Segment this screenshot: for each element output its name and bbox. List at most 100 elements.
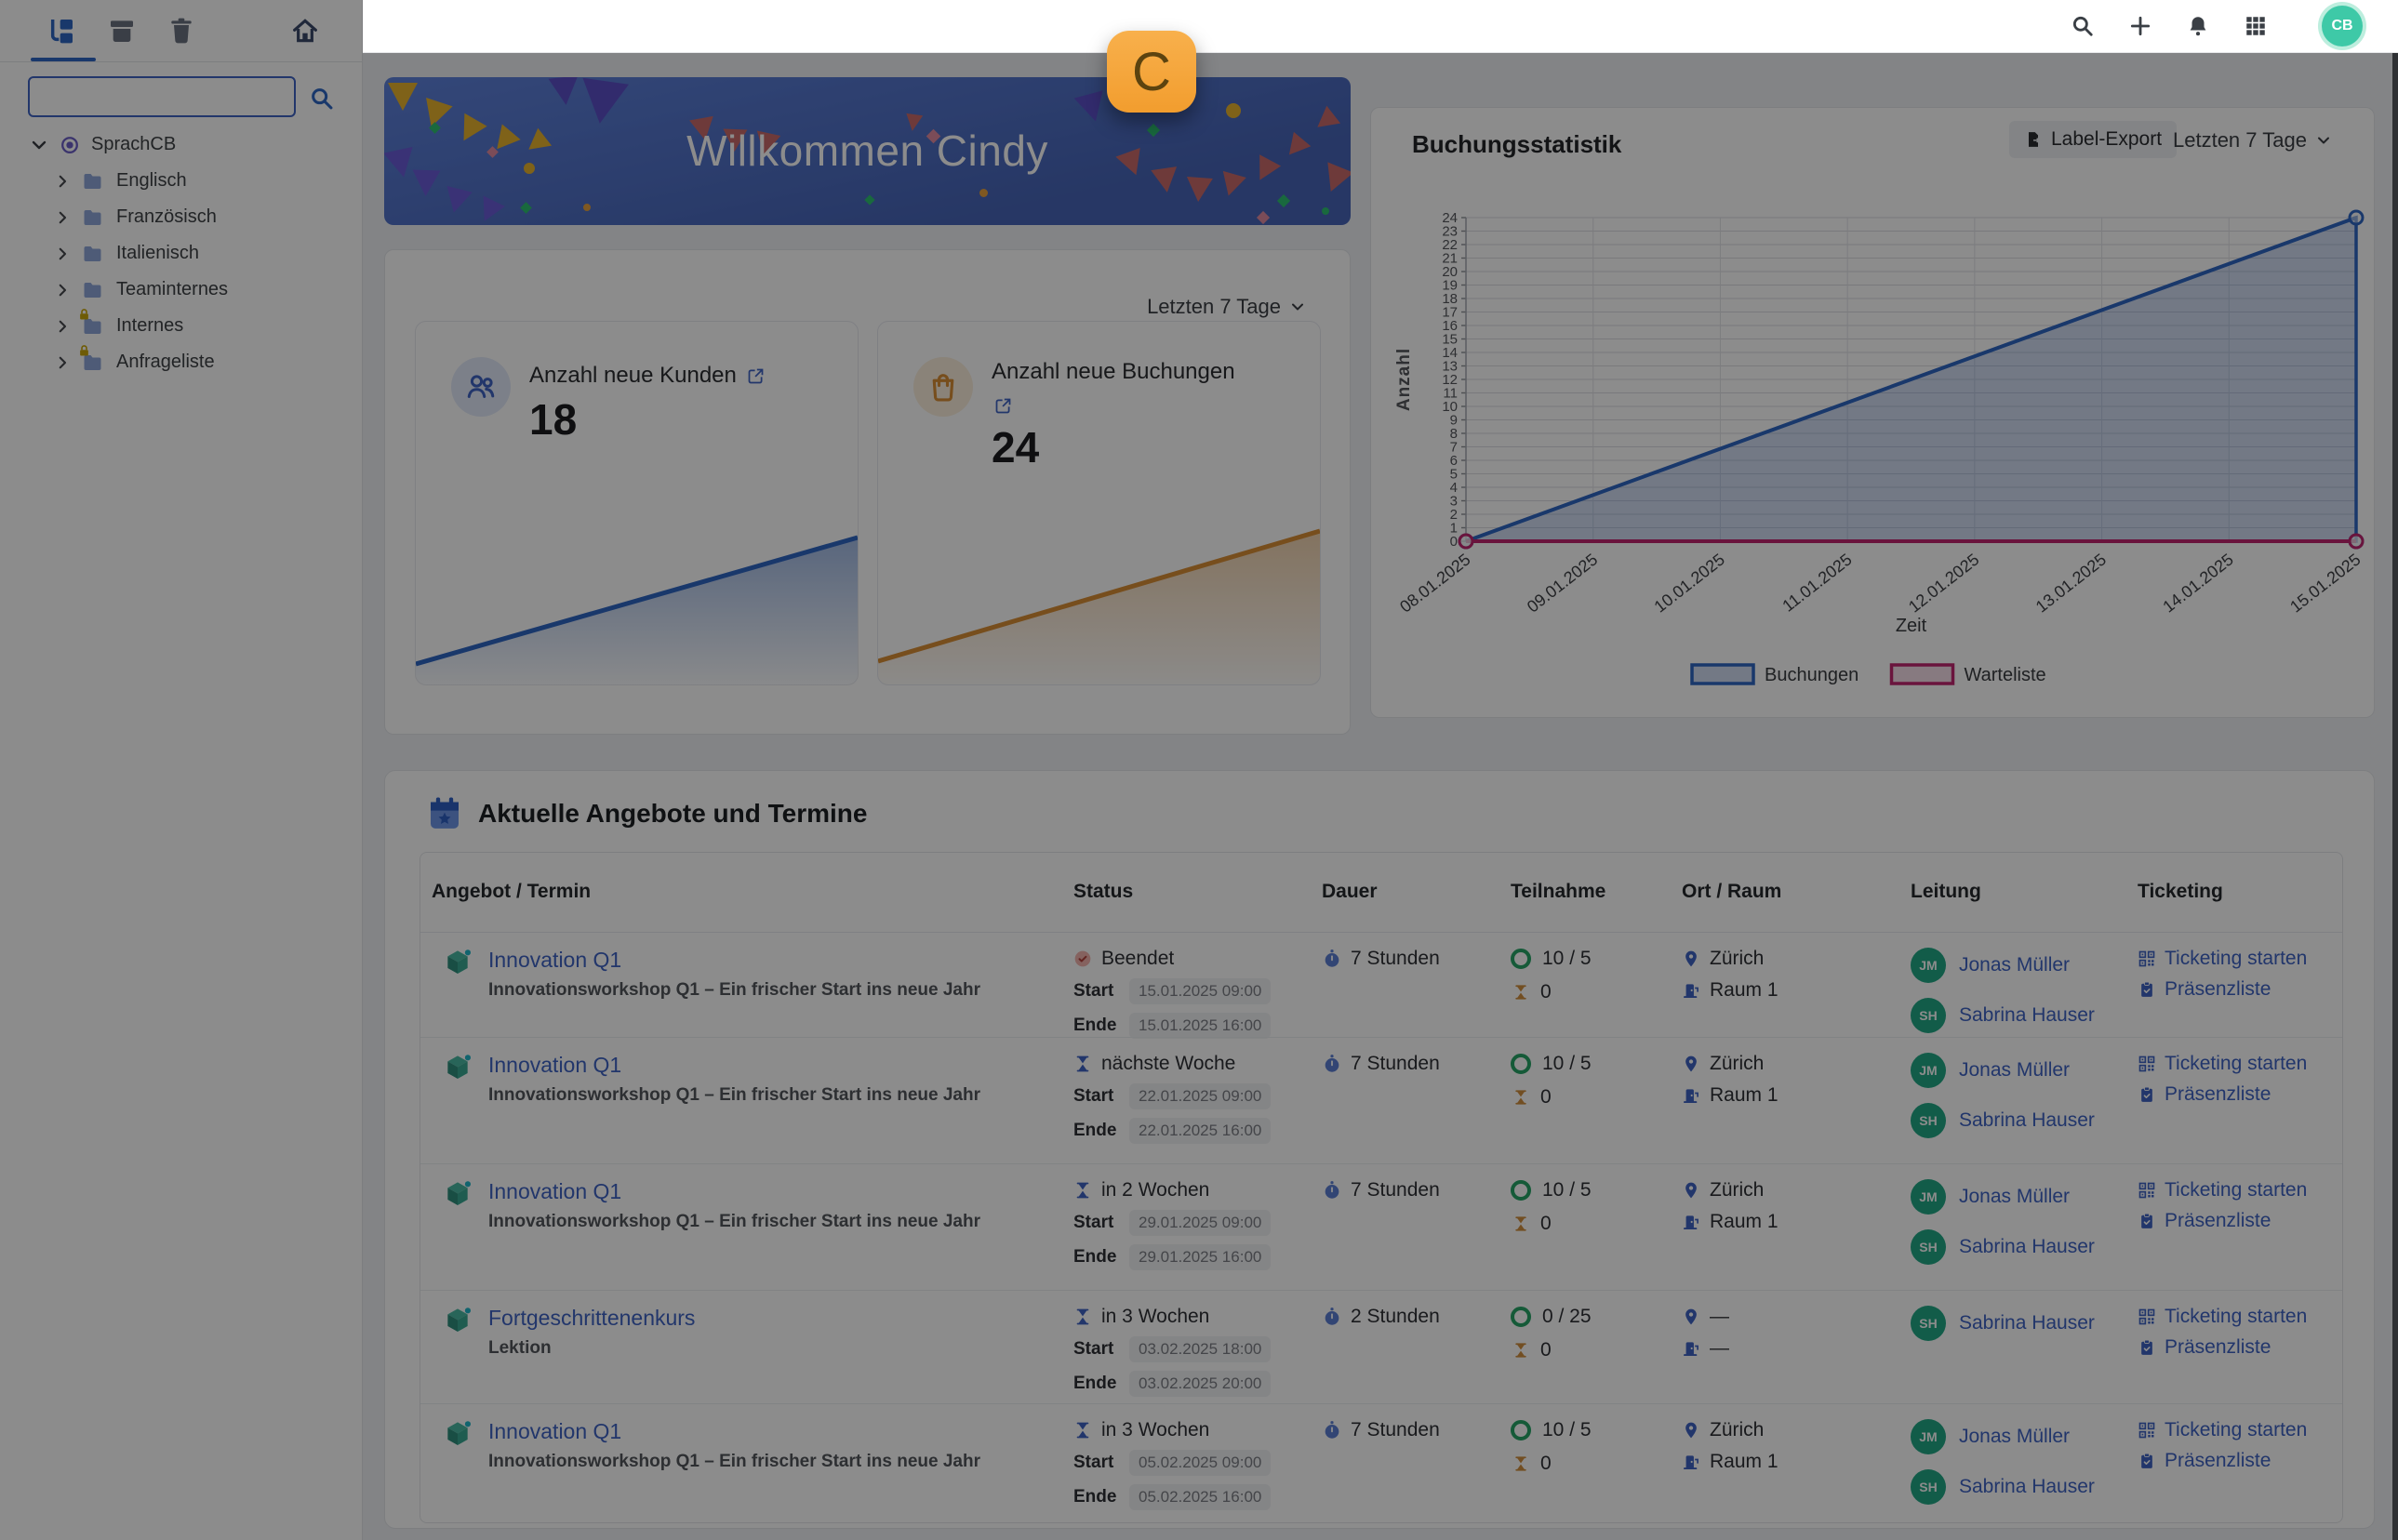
qr-ticket-icon (2138, 949, 2156, 968)
end-datetime: 15.01.2025 16:00 (1129, 1013, 1272, 1039)
trash-icon[interactable] (167, 16, 196, 46)
leader-name-link[interactable]: Sabrina Hauser (1959, 1004, 2095, 1026)
svg-text:7: 7 (1450, 440, 1458, 456)
svg-text:Buchungen: Buchungen (1765, 665, 1858, 685)
offer-title-link[interactable]: Innovation Q1 (488, 948, 622, 972)
tree-root-sprachcb[interactable]: SprachCB (0, 126, 363, 163)
attendance-list-link[interactable]: Präsenzliste (2138, 1450, 2307, 1472)
svg-text:13.01.2025: 13.01.2025 (2032, 550, 2110, 616)
open-link-icon[interactable] (993, 396, 1013, 416)
scrollbar[interactable] (2392, 53, 2398, 1540)
qr-ticket-icon (2138, 1421, 2156, 1440)
search-icon[interactable] (2071, 14, 2095, 38)
attendance-list-link[interactable]: Präsenzliste (2138, 978, 2307, 1001)
participants-ring-icon (1511, 1420, 1531, 1440)
leader-name-link[interactable]: Sabrina Hauser (1959, 1476, 2095, 1497)
sidebar-search-input[interactable] (28, 76, 296, 117)
offer-title-link[interactable]: Fortgeschrittenenkurs (488, 1306, 696, 1330)
tree-root-label[interactable]: SprachCB (91, 134, 177, 154)
tree-item-label[interactable]: Internes (116, 315, 184, 336)
offer-title-link[interactable]: Innovation Q1 (488, 1419, 622, 1443)
leader-name-link[interactable]: Sabrina Hauser (1959, 1109, 2095, 1131)
active-tab-indicator (31, 58, 96, 61)
svg-text:18: 18 (1442, 291, 1458, 307)
search-icon[interactable] (309, 86, 335, 112)
svg-text:15.01.2025: 15.01.2025 (2286, 550, 2364, 616)
room-icon (1682, 981, 1700, 1000)
leader-name-link[interactable]: Jonas Müller (1959, 1186, 2071, 1207)
participants-count: 10 / 5 (1542, 948, 1592, 969)
label-export-button[interactable]: Label-Export (2009, 121, 2178, 158)
tree-item[interactable]: Anfrageliste (0, 344, 363, 380)
chevron-right-icon[interactable] (54, 354, 71, 371)
stats-panel: Letzten 7 Tage Anzahl neue Kunden 18 Anz… (384, 249, 1351, 735)
chevron-down-icon[interactable] (28, 134, 50, 156)
tree-view-icon[interactable] (47, 16, 76, 46)
tree-item[interactable]: Internes (0, 308, 363, 344)
tree-item[interactable]: Italienisch (0, 235, 363, 272)
tree-item-label[interactable]: Französisch (116, 206, 217, 227)
end-label: Ende (1073, 1121, 1117, 1140)
tree-item-label[interactable]: Teaminternes (116, 279, 229, 299)
table-row: Innovation Q1 Innovationsworkshop Q1 – E… (420, 933, 2342, 1039)
leader-name-link[interactable]: Jonas Müller (1959, 954, 2071, 976)
leader-name-link[interactable]: Sabrina Hauser (1959, 1312, 2095, 1334)
chevron-right-icon[interactable] (54, 246, 71, 262)
offer-subtitle: Lektion (488, 1338, 552, 1358)
package-icon (443, 1419, 473, 1449)
status-cell: nächste Woche Start 22.01.2025 09:00 End… (1073, 1053, 1315, 1144)
attendance-list-link[interactable]: Präsenzliste (2138, 1210, 2307, 1232)
attendance-list-link[interactable]: Präsenzliste (2138, 1336, 2307, 1359)
waitlist-hourglass-icon (1512, 1342, 1529, 1359)
home-icon[interactable] (290, 16, 320, 46)
participants-ring-icon (1511, 1180, 1531, 1201)
ticketing-start-link[interactable]: Ticketing starten (2138, 1419, 2307, 1441)
leader-name-link[interactable]: Sabrina Hauser (1959, 1236, 2095, 1257)
apps-grid-icon[interactable] (2244, 14, 2268, 38)
svg-text:11.01.2025: 11.01.2025 (1779, 550, 1855, 615)
participants-ring-icon (1511, 1307, 1531, 1327)
participation-cell: 10 / 5 0 (1511, 1179, 1592, 1246)
waitlist-hourglass-icon (1512, 1215, 1529, 1232)
chevron-right-icon[interactable] (54, 318, 71, 335)
offer-title-link[interactable]: Innovation Q1 (488, 1179, 622, 1203)
offer-subtitle: Innovationsworkshop Q1 – Ein frischer St… (488, 980, 980, 1000)
tree-item-label[interactable]: Italienisch (116, 243, 199, 263)
leader-name-link[interactable]: Jonas Müller (1959, 1426, 2071, 1447)
start-datetime: 22.01.2025 09:00 (1129, 1083, 1272, 1109)
attendance-list-link[interactable]: Präsenzliste (2138, 1083, 2307, 1106)
open-link-icon[interactable] (746, 366, 766, 386)
avatar[interactable]: CB (2322, 6, 2363, 46)
svg-text:2: 2 (1450, 507, 1458, 523)
ticketing-start-link[interactable]: Ticketing starten (2138, 1179, 2307, 1201)
add-icon[interactable] (2128, 14, 2152, 38)
chart-period-dropdown[interactable]: Letzten 7 Tage (2173, 128, 2333, 153)
ticketing-start-link[interactable]: Ticketing starten (2138, 948, 2307, 970)
stat-label: Anzahl neue Kunden (529, 363, 737, 388)
ticketing-start-link[interactable]: Ticketing starten (2138, 1053, 2307, 1075)
stats-period-dropdown[interactable]: Letzten 7 Tage (1147, 295, 1307, 319)
chevron-right-icon[interactable] (54, 282, 71, 299)
sidebar-toolbar (0, 0, 363, 62)
leader-name-link[interactable]: Jonas Müller (1959, 1059, 2071, 1081)
city-text: Zürich (1710, 948, 1765, 969)
tree-item[interactable]: Französisch (0, 199, 363, 235)
tree-item[interactable]: Teaminternes (0, 272, 363, 308)
tree-item-label[interactable]: Englisch (116, 170, 187, 191)
ticketing-start-link[interactable]: Ticketing starten (2138, 1306, 2307, 1328)
participants-count: 0 / 25 (1542, 1306, 1592, 1327)
svg-text:10.01.2025: 10.01.2025 (1651, 550, 1728, 616)
duration-cell: 7 Stunden (1322, 1179, 1440, 1201)
status-icon (1073, 949, 1092, 968)
archive-icon[interactable] (107, 16, 137, 46)
tree-item[interactable]: Englisch (0, 163, 363, 199)
participation-cell: 0 / 25 0 (1511, 1306, 1592, 1373)
svg-text:24: 24 (1442, 210, 1458, 226)
chevron-right-icon[interactable] (54, 209, 71, 226)
chevron-right-icon[interactable] (54, 173, 71, 190)
location-cell: Zürich Raum 1 (1682, 1179, 1779, 1242)
end-label: Ende (1073, 1016, 1117, 1035)
notifications-icon[interactable] (2186, 14, 2210, 38)
offer-title-link[interactable]: Innovation Q1 (488, 1053, 622, 1077)
tree-item-label[interactable]: Anfrageliste (116, 352, 215, 372)
